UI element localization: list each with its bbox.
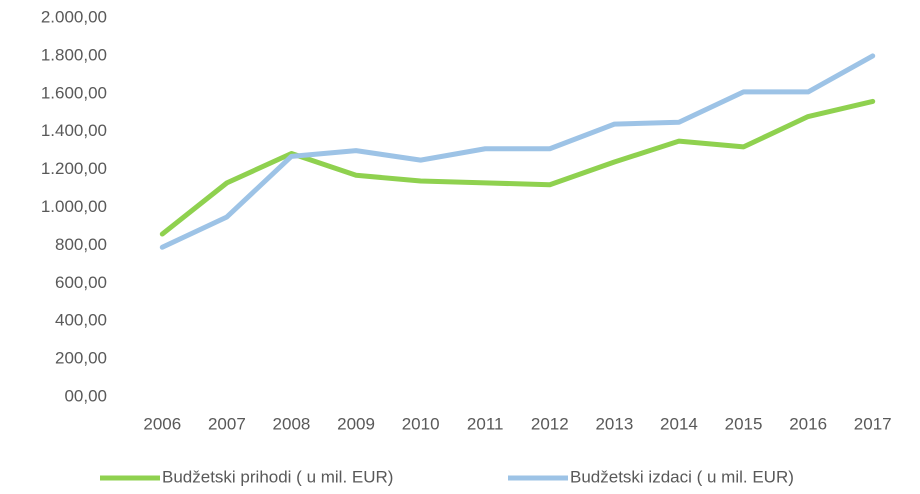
x-tick-label: 2007 [208, 414, 246, 433]
x-tick-label: 2006 [143, 414, 181, 433]
y-tick-label: 400,00 [55, 311, 107, 330]
x-tick-label: 2013 [595, 414, 633, 433]
y-tick-label: 1.600,00 [41, 83, 107, 102]
series-line [159, 98, 876, 237]
x-tick-label: 2009 [337, 414, 375, 433]
x-tick-label: 2012 [531, 414, 569, 433]
y-tick-label: 2.000,00 [41, 7, 107, 26]
legend-label: Budžetski prihodi ( u mil. EUR) [162, 467, 393, 486]
x-tick-label: 2015 [725, 414, 763, 433]
x-tick-label: 2014 [660, 414, 698, 433]
y-tick-label: 1.000,00 [41, 197, 107, 216]
x-tick-label: 2010 [402, 414, 440, 433]
y-tick-label: 600,00 [55, 273, 107, 292]
y-tick-label: 1.400,00 [41, 121, 107, 140]
y-tick-label: 200,00 [55, 349, 107, 368]
y-tick-label: 00,00 [64, 386, 107, 405]
legend-label: Budžetski izdaci ( u mil. EUR) [570, 467, 794, 486]
y-tick-label: 800,00 [55, 235, 107, 254]
x-tick-label: 2011 [467, 414, 504, 433]
y-tick-label: 1.800,00 [41, 45, 107, 64]
x-tick-label: 2017 [854, 414, 892, 433]
series-line [159, 53, 876, 250]
x-tick-label: 2008 [273, 414, 311, 433]
y-tick-label: 1.200,00 [41, 159, 107, 178]
x-tick-label: 2016 [789, 414, 827, 433]
